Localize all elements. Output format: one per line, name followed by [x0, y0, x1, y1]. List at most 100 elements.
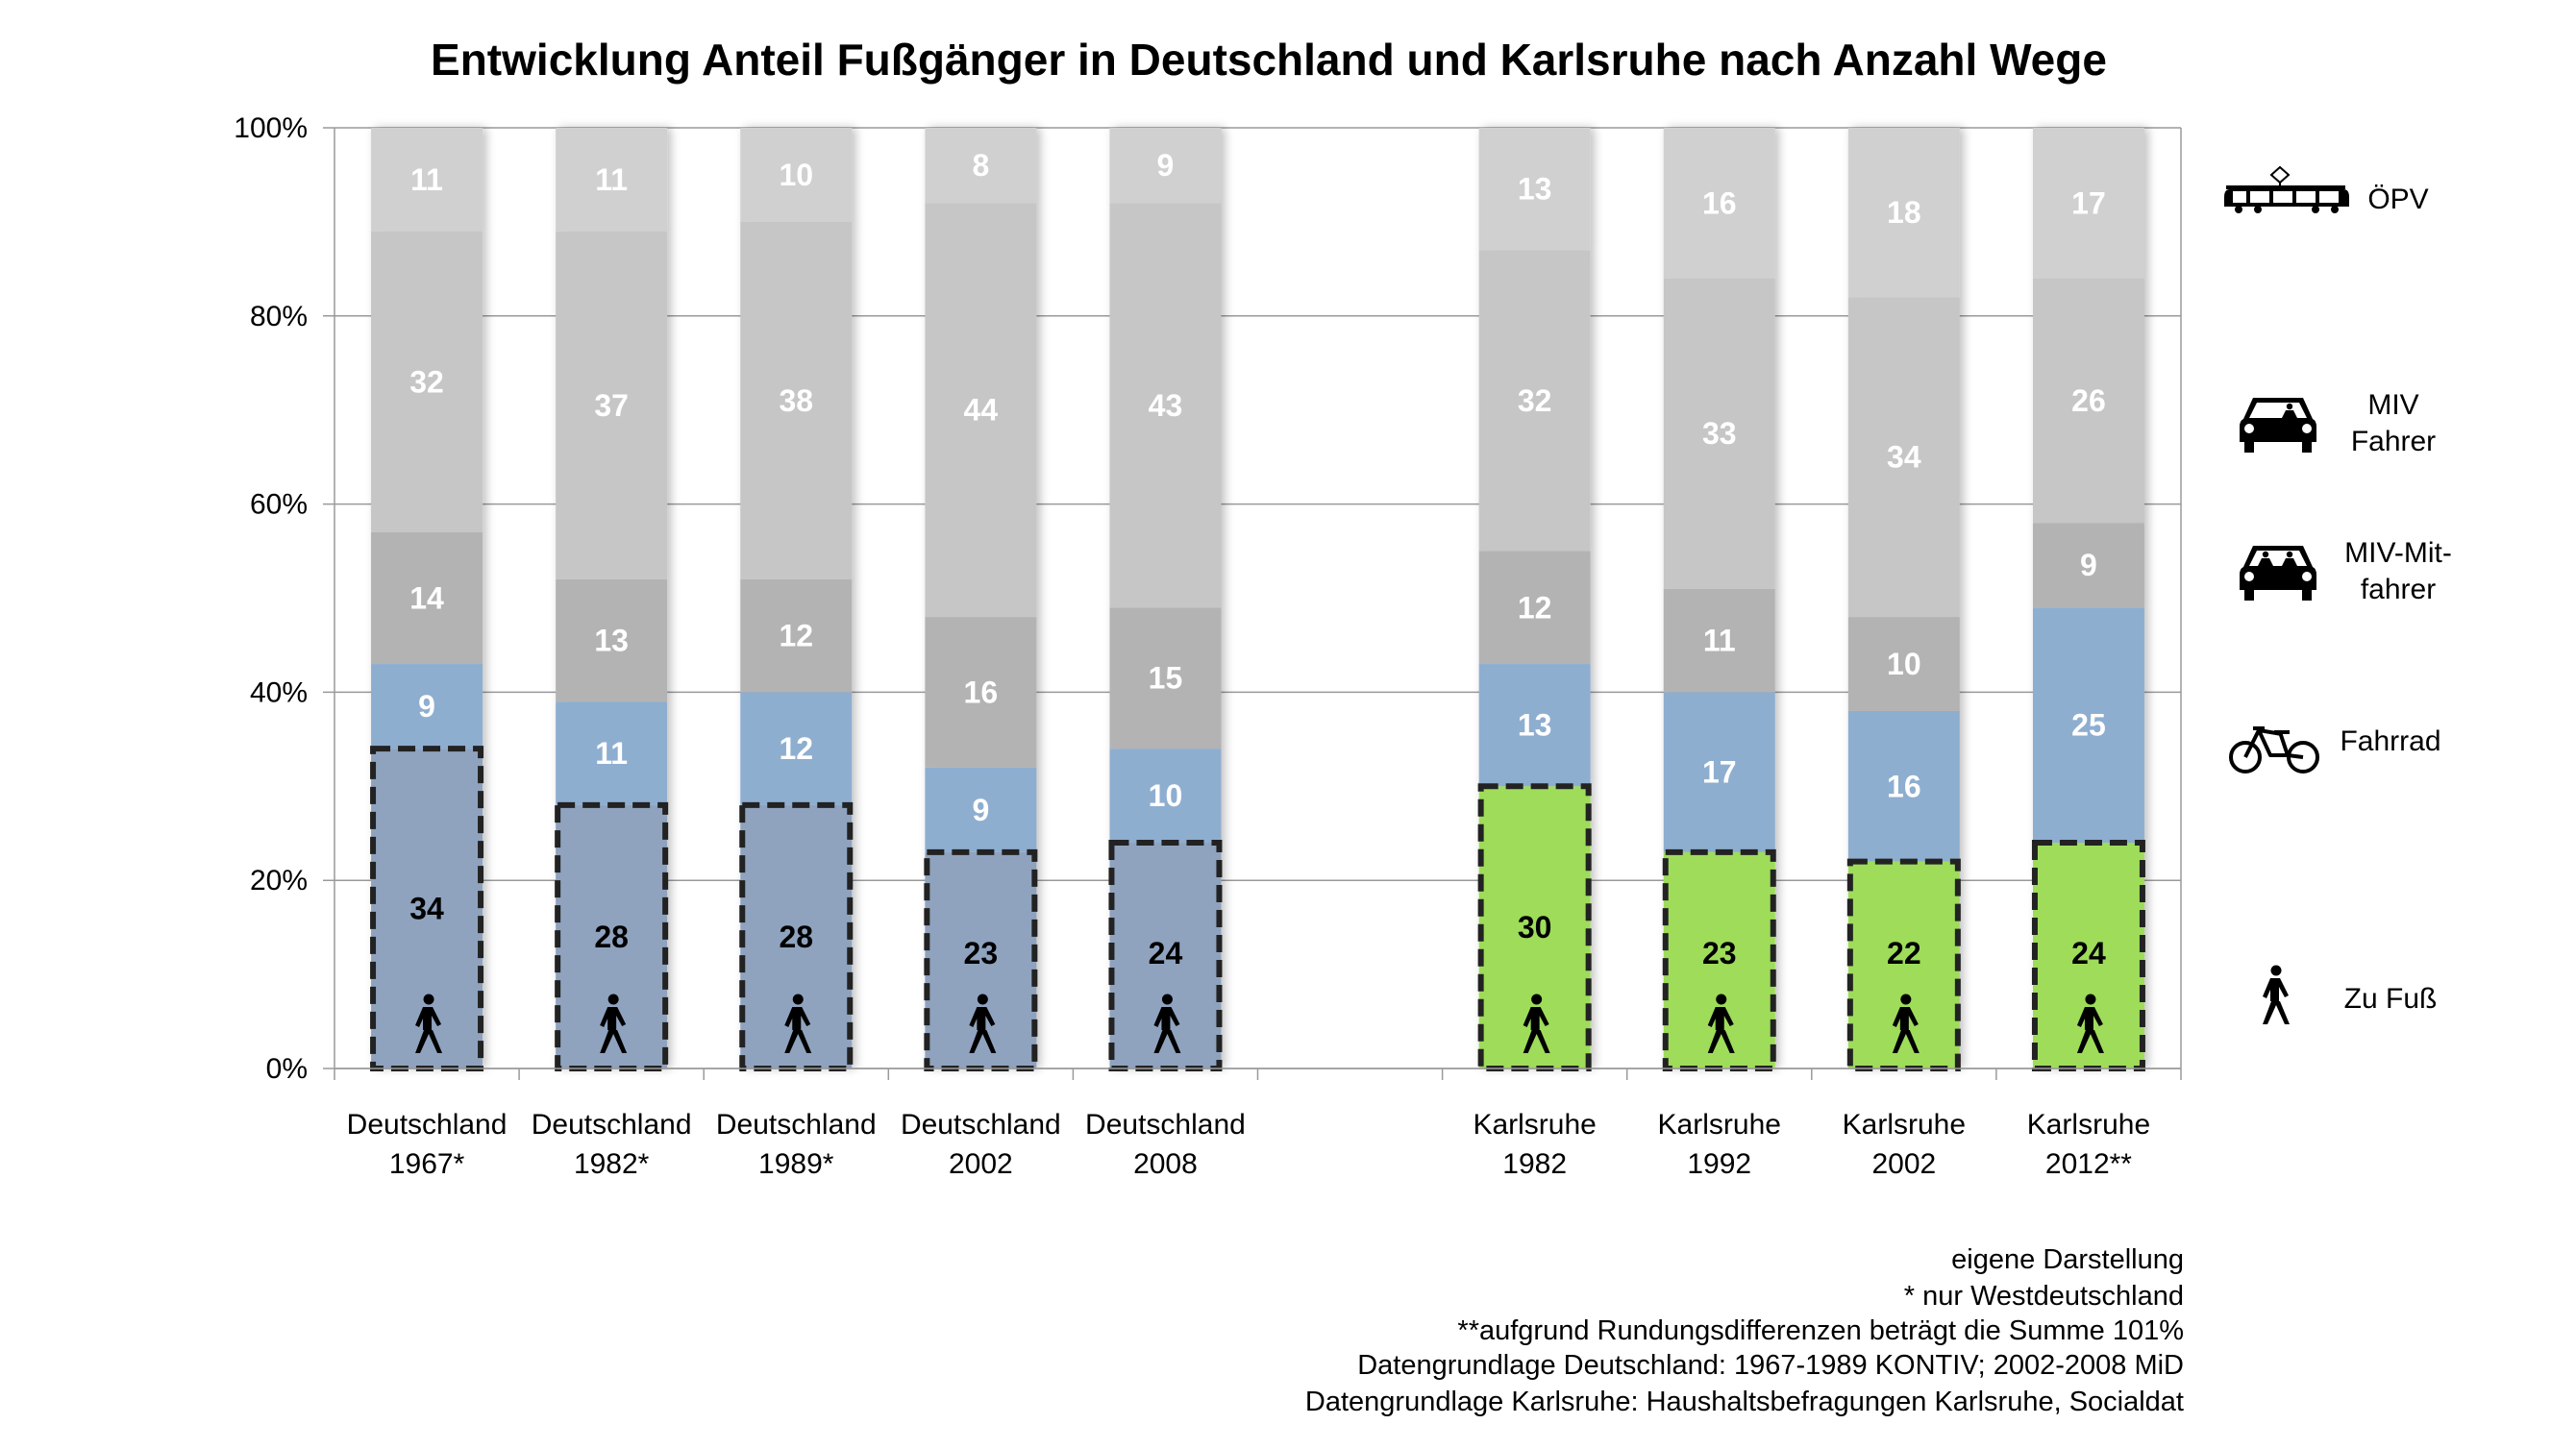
bar-segment-transit: [1478, 128, 1591, 251]
segment-value-label: 9: [2080, 548, 2097, 582]
walk-outline: [1846, 858, 1961, 1071]
x-label-line2: 1967*: [389, 1148, 465, 1180]
x-label-line2: 1982: [1502, 1148, 1567, 1180]
segment-value-label: 28: [594, 920, 629, 954]
bar-segment-passenger: [2032, 523, 2144, 608]
legend-item-walk: Zu Fuß: [2263, 965, 2437, 1024]
segment-value-label: 16: [1887, 769, 1921, 803]
segment-value-label: 17: [2071, 185, 2106, 220]
segment-value-label: 11: [595, 162, 628, 197]
bar-segment-bike: [371, 664, 483, 749]
bar-segment-bike: [1478, 664, 1591, 787]
legend-label: Fahrer: [2351, 426, 2436, 457]
segment-value-label: 26: [2071, 383, 2106, 418]
segment-value-label: 18: [1887, 195, 1921, 230]
footnote-line: Datengrundlage Karlsruhe: Haushaltsbefra…: [1305, 1387, 2184, 1417]
walk-outline: [1477, 783, 1592, 1071]
bar-segment-driver: [1478, 250, 1591, 552]
footnote-line: * nur Westdeutschland: [1904, 1281, 2184, 1312]
x-label-line2: 1982*: [574, 1148, 650, 1180]
bar-segment-passenger: [1847, 617, 1960, 711]
legend-item-bike: Fahrrad: [2229, 725, 2441, 774]
bar-stack: [371, 128, 483, 1068]
segment-value-label: 10: [1887, 647, 1921, 681]
segment-value-label: 23: [1702, 936, 1737, 970]
y-tick-label: 20%: [250, 865, 308, 896]
segment-value-label: 34: [409, 892, 444, 926]
car-passengers-icon: [2240, 546, 2316, 601]
segment-value-label: 28: [779, 920, 813, 954]
bar-segment-driver: [925, 203, 1037, 618]
y-tick-label: 80%: [250, 301, 308, 332]
bars: 34 9 14 32 11 28 11 13 37 11 28 12 12 38 10 23 9 16 44 8 24 1…: [370, 128, 2145, 1072]
segment-value-label: 11: [1703, 624, 1736, 658]
bar-segment-bike: [556, 701, 668, 805]
x-label-line1: Deutschland: [1085, 1109, 1246, 1141]
bar-segment-transit: [2032, 128, 2144, 279]
x-label-line2: 2002: [1871, 1148, 1936, 1180]
legend-label: MIV: [2367, 389, 2418, 421]
bar-segment-transit: [1109, 128, 1222, 204]
segment-value-label: 22: [1887, 936, 1921, 970]
bar-segment-driver: [740, 221, 853, 579]
bar-segment-driver: [2032, 278, 2144, 524]
segment-value-label: 14: [409, 581, 444, 616]
bar-segment-driver: [1663, 278, 1775, 589]
y-tick-label: 0%: [266, 1053, 308, 1085]
bar-stack: [2032, 128, 2144, 1068]
segment-value-label: 16: [964, 675, 999, 709]
y-tick-label: 60%: [250, 489, 308, 521]
segment-value-label: 30: [1518, 910, 1552, 945]
x-label-line1: Deutschland: [716, 1109, 877, 1141]
segment-value-label: 44: [964, 393, 999, 428]
bar-segment-passenger: [371, 531, 483, 665]
bar-segment-transit: [1847, 128, 1960, 298]
segment-value-label: 13: [1518, 172, 1552, 207]
segment-value-label: 12: [1518, 590, 1552, 625]
tram-icon: [2224, 166, 2349, 213]
segment-value-label: 10: [779, 158, 813, 192]
bar-stack: [1847, 128, 1960, 1068]
x-label-line1: Deutschland: [347, 1109, 508, 1141]
segment-value-label: 13: [594, 624, 629, 658]
segment-value-label: 16: [1702, 185, 1737, 220]
bar-segment-bike: [1663, 692, 1775, 852]
x-label-line1: Karlsruhe: [1473, 1109, 1596, 1141]
bar-segment-transit: [925, 128, 1037, 204]
segment-value-label: 12: [779, 731, 813, 766]
bar-segment-passenger: [1109, 607, 1222, 749]
x-label-line1: Deutschland: [532, 1109, 692, 1141]
bar-segment-passenger: [925, 617, 1037, 768]
segment-value-label: 32: [1518, 383, 1552, 418]
bar-segment-driver: [556, 231, 668, 579]
x-label-line1: Karlsruhe: [1843, 1109, 1966, 1141]
bar-segment-bike: [740, 692, 853, 805]
segment-value-label: 12: [779, 619, 813, 653]
x-label-line2: 1992: [1687, 1148, 1751, 1180]
segment-value-label: 11: [595, 736, 628, 771]
bar-segment-driver: [1847, 297, 1960, 618]
segment-value-label: 33: [1702, 416, 1737, 451]
bicycle-icon: [2229, 726, 2319, 774]
bar-stack: [1109, 128, 1222, 1068]
segment-value-label: 15: [1149, 661, 1183, 696]
footnote-line: Datengrundlage Deutschland: 1967-1989 KO…: [1357, 1350, 2184, 1381]
bar-stack: [925, 128, 1037, 1068]
segment-value-label: 9: [972, 793, 989, 827]
bar-stack: [1663, 128, 1775, 1068]
pedestrian-icon: [2263, 965, 2290, 1024]
x-label-line1: Karlsruhe: [1658, 1109, 1781, 1141]
y-tick-label: 40%: [250, 676, 308, 708]
bar-segment-transit: [371, 128, 483, 232]
legend-label: Fahrrad: [2340, 725, 2440, 757]
segment-value-label: 34: [1887, 440, 1921, 475]
bar-segment-transit: [556, 128, 668, 232]
segment-value-label: 13: [1518, 708, 1552, 743]
segment-value-label: 37: [594, 388, 629, 423]
x-label-line2: 2008: [1133, 1148, 1198, 1180]
segment-value-label: 9: [1157, 148, 1175, 183]
bar-segment-passenger: [740, 578, 853, 693]
bar-stack: [740, 128, 853, 1068]
bar-segment-transit: [1663, 128, 1775, 279]
